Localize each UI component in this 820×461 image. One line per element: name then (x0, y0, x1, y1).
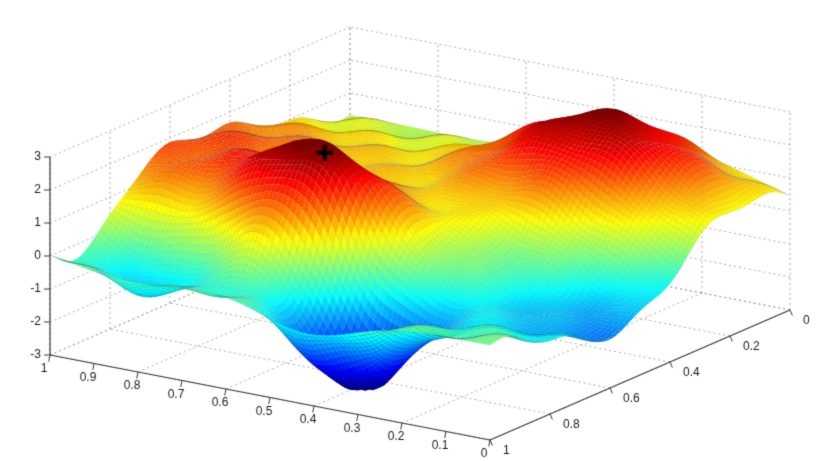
figure-3d-surface (0, 0, 820, 461)
surface-plot-canvas (0, 0, 820, 461)
